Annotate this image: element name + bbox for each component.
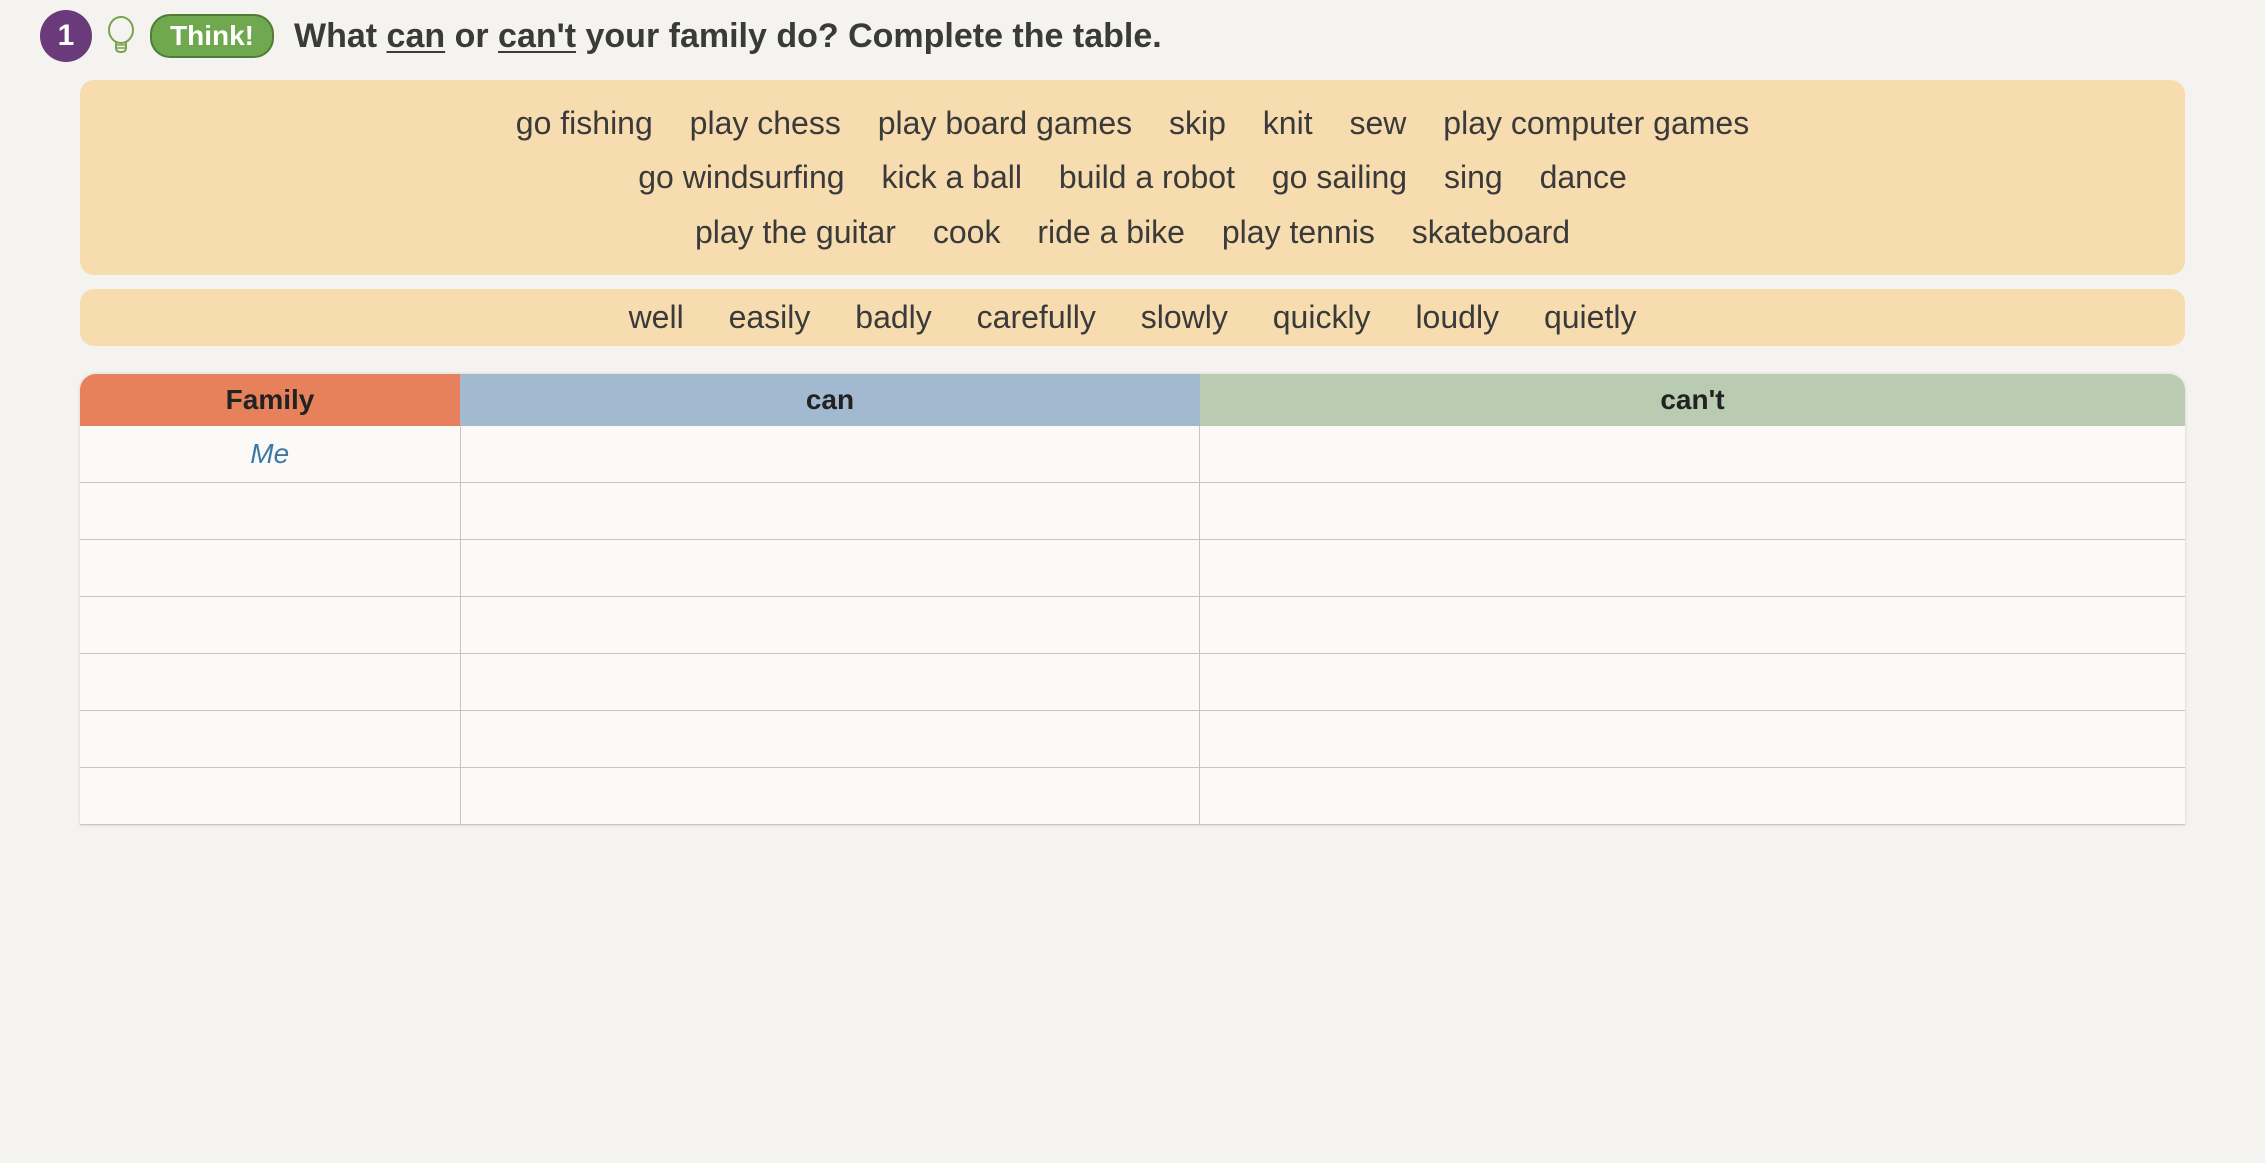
cell-can[interactable] — [460, 426, 1200, 483]
activity-word: go sailing — [1272, 159, 1407, 195]
activity-word: sing — [1444, 159, 1503, 195]
cell-family[interactable]: Me — [80, 426, 460, 483]
cell-can[interactable] — [460, 711, 1200, 768]
table-row — [80, 768, 2185, 825]
cell-can[interactable] — [460, 540, 1200, 597]
cell-family[interactable] — [80, 597, 460, 654]
header-can: can — [460, 374, 1200, 426]
cell-family[interactable] — [80, 768, 460, 825]
cell-cant[interactable] — [1200, 711, 2185, 768]
cell-cant[interactable] — [1200, 540, 2185, 597]
cell-family[interactable] — [80, 654, 460, 711]
activity-word: skateboard — [1412, 214, 1570, 250]
think-badge: Think! — [150, 14, 274, 58]
cell-family[interactable] — [80, 483, 460, 540]
activity-word: dance — [1540, 159, 1627, 195]
header-family: Family — [80, 374, 460, 426]
header-row: 1 Think! What can or can't your family d… — [40, 10, 2225, 62]
activities-line-1: go fishing play chess play board games s… — [120, 96, 2145, 150]
activity-word: build a robot — [1059, 159, 1235, 195]
activity-word: play chess — [690, 105, 841, 141]
activity-word: cook — [933, 214, 1001, 250]
activity-word: play tennis — [1222, 214, 1375, 250]
table: Family can can't Me — [80, 374, 2185, 825]
table-body: Me — [80, 426, 2185, 825]
activities-line-3: play the guitar cook ride a bike play te… — [120, 205, 2145, 259]
cell-cant[interactable] — [1200, 426, 2185, 483]
table-row — [80, 654, 2185, 711]
adverb-word: quickly — [1273, 299, 1371, 335]
table-row — [80, 711, 2185, 768]
adverbs-box: well easily badly carefully slowly quick… — [80, 289, 2185, 346]
cell-can[interactable] — [460, 597, 1200, 654]
table-row: Me — [80, 426, 2185, 483]
table-row — [80, 540, 2185, 597]
adverb-word: badly — [855, 299, 932, 335]
activity-word: play board games — [878, 105, 1132, 141]
adverb-word: slowly — [1141, 299, 1228, 335]
adverb-word: well — [629, 299, 684, 335]
cell-can[interactable] — [460, 483, 1200, 540]
header-cant: can't — [1200, 374, 2185, 426]
exercise-page: 1 Think! What can or can't your family d… — [0, 0, 2265, 855]
title-underline-cant: can't — [498, 17, 576, 55]
cell-can[interactable] — [460, 768, 1200, 825]
activity-word: go fishing — [516, 105, 653, 141]
cell-family[interactable] — [80, 540, 460, 597]
cell-cant[interactable] — [1200, 654, 2185, 711]
activity-word: play computer games — [1443, 105, 1749, 141]
activities-line-2: go windsurfing kick a ball build a robot… — [120, 150, 2145, 204]
activity-word: knit — [1263, 105, 1313, 141]
ability-table: Family can can't Me — [80, 374, 2185, 825]
adverb-word: carefully — [977, 299, 1096, 335]
title-part: What — [294, 17, 387, 55]
activities-box: go fishing play chess play board games s… — [80, 80, 2185, 275]
table-row — [80, 597, 2185, 654]
activity-word: go windsurfing — [638, 159, 844, 195]
activity-word: sew — [1349, 105, 1406, 141]
activity-word: skip — [1169, 105, 1226, 141]
cell-can[interactable] — [460, 654, 1200, 711]
cell-family[interactable] — [80, 711, 460, 768]
adverb-word: easily — [729, 299, 811, 335]
cell-cant[interactable] — [1200, 597, 2185, 654]
exercise-number-badge: 1 — [40, 10, 92, 62]
table-header-row: Family can can't — [80, 374, 2185, 426]
activity-word: kick a ball — [881, 159, 1022, 195]
exercise-title: What can or can't your family do? Comple… — [294, 17, 1162, 56]
activity-word: play the guitar — [695, 214, 896, 250]
cell-cant[interactable] — [1200, 768, 2185, 825]
title-part: your family do? Complete the table. — [576, 17, 1162, 55]
activity-word: ride a bike — [1037, 214, 1185, 250]
adverbs-line: well easily badly carefully slowly quick… — [120, 299, 2145, 336]
table-row — [80, 483, 2185, 540]
adverb-word: loudly — [1415, 299, 1499, 335]
title-underline-can: can — [387, 17, 446, 55]
title-part: or — [445, 17, 498, 55]
adverb-word: quietly — [1544, 299, 1637, 335]
cell-cant[interactable] — [1200, 483, 2185, 540]
lightbulb-icon — [104, 14, 138, 58]
